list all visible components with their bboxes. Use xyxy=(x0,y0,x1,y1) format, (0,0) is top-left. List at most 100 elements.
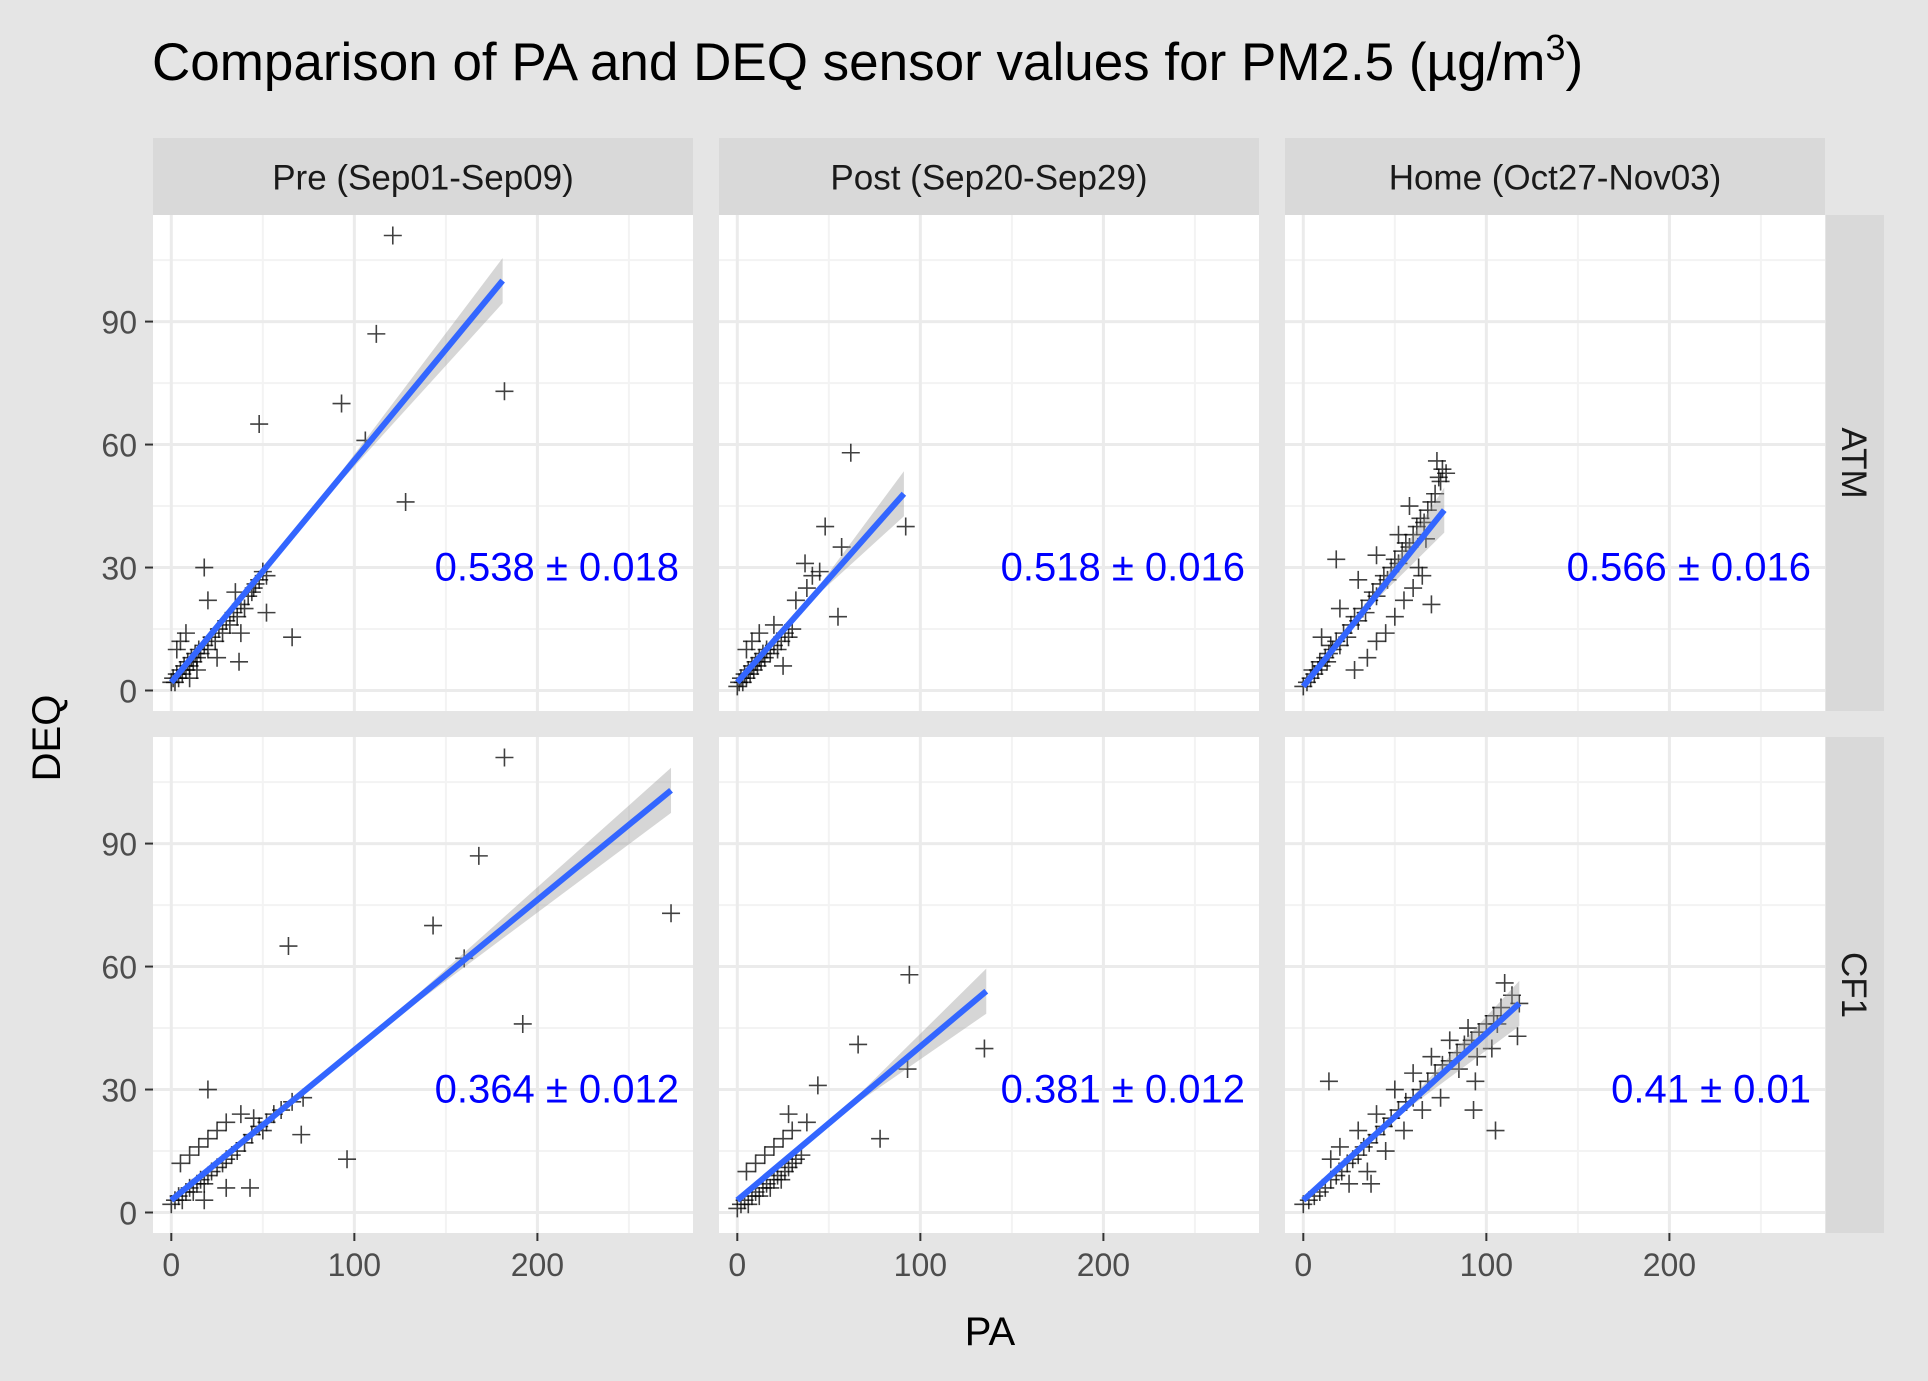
data-point xyxy=(1468,1047,1487,1066)
data-point xyxy=(768,640,787,659)
slope-annotation: 0.538 ± 0.018 xyxy=(435,546,679,590)
data-point xyxy=(1394,591,1413,610)
data-point xyxy=(228,607,247,626)
data-point xyxy=(750,624,769,643)
data-point xyxy=(513,1014,532,1033)
data-point xyxy=(728,1199,747,1218)
data-point xyxy=(226,583,245,602)
data-point xyxy=(774,1129,793,1148)
data-point xyxy=(332,394,351,413)
data-point xyxy=(1404,1064,1423,1083)
data-point xyxy=(1312,628,1331,647)
data-point xyxy=(871,1129,890,1148)
data-point xyxy=(774,656,793,675)
data-point xyxy=(1466,1072,1485,1091)
data-point xyxy=(1345,661,1364,680)
data-point xyxy=(180,1146,199,1165)
data-point xyxy=(808,1076,827,1095)
data-point xyxy=(1376,1142,1395,1161)
data-point xyxy=(1431,472,1450,491)
data-point xyxy=(828,607,847,626)
data-point xyxy=(167,640,186,659)
data-point xyxy=(742,632,761,651)
facet-panel: 0.364 ± 0.012 xyxy=(153,737,693,1233)
data-point xyxy=(803,566,822,585)
y-tick-label: 60 xyxy=(101,950,137,986)
data-point xyxy=(975,1039,994,1058)
data-point xyxy=(220,615,239,634)
data-point xyxy=(1422,1047,1441,1066)
data-point xyxy=(1358,1162,1377,1181)
data-point xyxy=(283,628,302,647)
data-point xyxy=(1422,492,1441,511)
data-point xyxy=(189,1137,208,1156)
data-point xyxy=(367,324,386,343)
data-point xyxy=(841,443,860,462)
panel-background xyxy=(1285,215,1825,711)
data-point xyxy=(1330,599,1349,618)
chart-title-main: Comparison of PA and DEQ sensor values f… xyxy=(152,33,1545,92)
data-point xyxy=(1484,1006,1503,1025)
fit-line xyxy=(169,787,673,1203)
data-point xyxy=(1415,513,1434,532)
x-tick-label: 100 xyxy=(1460,1247,1513,1283)
data-point xyxy=(750,1187,769,1206)
data-point xyxy=(662,904,681,923)
data-point xyxy=(241,1178,260,1197)
y-tick-label: 0 xyxy=(119,674,137,710)
data-point xyxy=(1413,1101,1432,1120)
facet-panel: 0.381 ± 0.012 xyxy=(719,737,1259,1233)
data-point xyxy=(292,1125,311,1144)
data-point xyxy=(755,1146,774,1165)
data-point xyxy=(896,517,915,536)
data-point xyxy=(1376,624,1395,643)
data-point xyxy=(772,1170,791,1189)
facet-strip-column xyxy=(719,138,1259,215)
x-tick-label: 0 xyxy=(162,1247,180,1283)
data-point xyxy=(1389,525,1408,544)
data-point xyxy=(1385,607,1404,626)
data-point xyxy=(1492,998,1510,1017)
x-tick-label: 200 xyxy=(1643,1247,1696,1283)
x-axis-label: PA xyxy=(965,1310,1016,1354)
facet-strip-column xyxy=(1285,138,1825,215)
data-point xyxy=(739,1195,758,1214)
data-point xyxy=(198,1080,217,1099)
data-point xyxy=(1502,986,1521,1005)
data-point xyxy=(1404,579,1423,598)
data-point xyxy=(195,558,214,577)
panel-background xyxy=(719,215,1259,711)
data-point xyxy=(1411,509,1430,528)
data-point xyxy=(469,846,488,865)
slope-annotation: 0.41 ± 0.01 xyxy=(1611,1068,1811,1112)
y-tick-label: 30 xyxy=(101,551,137,587)
data-point xyxy=(1426,484,1445,503)
facet-strip-row xyxy=(1826,215,1884,711)
data-point xyxy=(786,591,805,610)
x-tick-label: 0 xyxy=(1294,1247,1312,1283)
data-point xyxy=(797,579,816,598)
data-point xyxy=(198,1129,217,1148)
fit-line xyxy=(168,278,505,685)
data-point xyxy=(1422,595,1441,614)
data-point xyxy=(1358,648,1377,667)
slope-annotation: 0.381 ± 0.012 xyxy=(1001,1068,1245,1112)
data-point xyxy=(1319,1072,1338,1091)
data-point xyxy=(1321,1150,1340,1169)
data-point xyxy=(176,624,195,643)
data-point xyxy=(187,661,206,680)
x-tick-label: 100 xyxy=(328,1247,381,1283)
data-point xyxy=(1367,546,1386,565)
data-point xyxy=(1459,1019,1478,1038)
fit-line xyxy=(1300,508,1447,689)
slope-annotation: 0.518 ± 0.016 xyxy=(1001,546,1245,590)
data-point xyxy=(1427,451,1446,470)
data-point xyxy=(257,603,276,622)
slope-annotation: 0.566 ± 0.016 xyxy=(1567,546,1811,590)
y-tick-label: 0 xyxy=(119,1196,137,1232)
y-tick-label: 90 xyxy=(101,305,137,341)
facet-panel: 0.41 ± 0.01 xyxy=(1285,737,1825,1233)
data-point xyxy=(797,1113,816,1132)
data-point xyxy=(900,965,919,984)
data-point xyxy=(1413,566,1432,585)
